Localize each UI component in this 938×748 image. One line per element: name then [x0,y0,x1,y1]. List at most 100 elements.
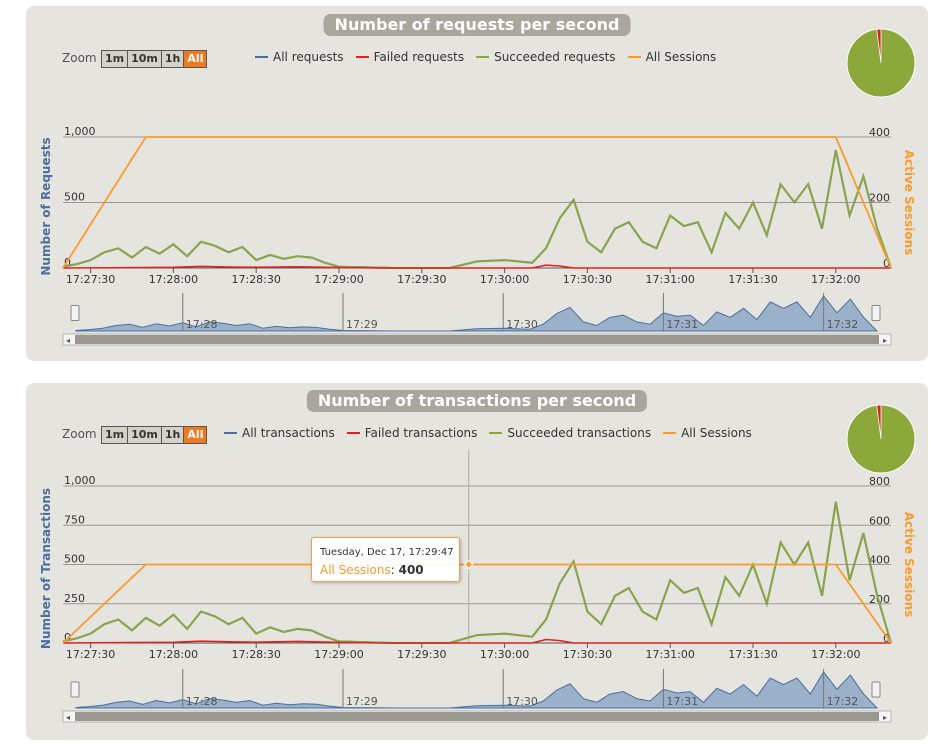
scroll-left-arrow-icon[interactable]: ◂ [66,336,70,345]
legend-swatch [355,56,369,58]
chart-legend: All requests Failed requests Succeeded r… [255,50,728,64]
y2-tick-label: 200 [869,593,890,606]
scroll-left-arrow-icon[interactable]: ◂ [66,713,70,722]
scrollbar-thumb[interactable] [75,712,879,721]
x-tick-label: 17:29:00 [314,648,363,661]
legend-all-requests[interactable]: All requests [255,50,344,64]
legend-all-transactions[interactable]: All transactions [224,426,335,440]
y2-tick-label: 200 [869,192,890,205]
navigator-tick-label: 17:29 [346,695,378,708]
series-failed-line [62,638,891,644]
navigator-tick-label: 17:31 [666,318,698,331]
zoom-all-button[interactable]: All [184,427,207,443]
zoom-1h-button[interactable]: 1h [161,427,185,443]
y2-tick-label: 400 [869,126,890,139]
transactions-chart-panel: Number of transactions per second Zoom 1… [26,383,928,740]
legend-label: All requests [273,50,344,64]
requests-chart-panel: Number of requests per second Zoom 1m 10… [26,6,928,361]
navigator-tick-label: 17:29 [346,318,378,331]
x-tick-label: 17:31:00 [645,648,694,661]
y-tick-label: 500 [64,553,85,566]
scrollbar-thumb[interactable] [75,335,879,344]
navigator-tick-label: 17:30 [506,318,538,331]
zoom-buttons: 1m 10m 1h All [101,50,208,68]
x-tick-label: 17:31:30 [728,273,777,286]
tooltip-date: Tuesday, Dec 17, 17:29:47 [320,547,454,558]
navigator-tick-label: 17:30 [506,695,538,708]
series-sessions-line [62,563,892,644]
tooltip-value-row: All Sessions: 400 [320,563,424,577]
navigator-right-handle[interactable] [871,305,881,321]
zoom-1h-button[interactable]: 1h [161,51,185,67]
legend-swatch [489,432,503,434]
y-tick-label: 1,000 [64,474,96,487]
legend-label: Failed requests [373,50,465,64]
tooltip-marker [464,559,474,570]
chart-tooltip: Tuesday, Dec 17, 17:29:47 All Sessions: … [311,537,460,582]
x-tick-label: 17:29:30 [397,273,446,286]
legend-swatch [224,432,237,434]
legend-swatch [627,56,641,58]
y2-tick-label: 600 [869,514,890,527]
legend-succeeded-requests[interactable]: Succeeded requests [476,50,616,64]
x-tick-label: 17:31:30 [728,648,777,661]
legend-swatch [255,56,268,58]
x-tick-label: 17:28:30 [231,648,280,661]
x-tick-label: 17:30:30 [563,273,612,286]
navigator-area [75,671,879,709]
y-tick-label: 500 [64,191,85,204]
x-tick-label: 17:31:00 [645,273,694,286]
legend-swatch [346,432,360,434]
pie-slice-failed [876,404,882,440]
legend-label: Succeeded requests [494,50,616,64]
x-tick-label: 17:28:00 [149,273,198,286]
zoom-1m-button[interactable]: 1m [102,51,129,67]
legend-swatch [663,432,677,434]
tooltip-value: 400 [398,563,424,577]
legend-label: Succeeded transactions [507,426,652,440]
zoom-buttons: 1m 10m 1h All [101,426,208,444]
zoom-10m-button[interactable]: 10m [128,51,162,67]
scroll-right-arrow-icon[interactable]: ▸ [883,336,887,345]
y2-tick-label: 400 [869,554,890,567]
legend-failed-transactions[interactable]: Failed transactions [346,426,478,440]
series-succeeded-line [62,501,892,644]
chart-title: Number of requests per second [323,14,631,36]
series-all-line [62,149,892,269]
y2-tick-label: 0 [883,632,890,645]
y2-tick-label: 800 [869,475,890,488]
legend-label: All Sessions [681,426,752,440]
navigator-tick-label: 17:28 [186,318,218,331]
x-tick-label: 17:28:00 [149,648,198,661]
scroll-right-arrow-icon[interactable]: ▸ [883,713,887,722]
navigator-left-handle[interactable] [70,681,80,698]
x-tick-label: 17:32:00 [811,648,860,661]
navigator-tick-label: 17:28 [186,695,218,708]
y2-tick-label: 0 [883,257,890,270]
series-failed-line [62,264,891,269]
navigator-tick-label: 17:31 [666,695,698,708]
y-axis-title: Number of Transactions [39,488,53,649]
zoom-all-button[interactable]: All [184,51,207,67]
legend-failed-requests[interactable]: Failed requests [355,50,465,64]
navigator-left-handle[interactable] [70,305,80,321]
legend-label: Failed transactions [364,426,478,440]
zoom-label: Zoom [62,51,97,65]
navigator-right-handle[interactable] [871,681,881,698]
x-tick-label: 17:30:30 [563,648,612,661]
legend-swatch [476,56,490,58]
zoom-1m-button[interactable]: 1m [102,427,129,443]
legend-all-sessions[interactable]: All Sessions [663,426,752,440]
y-tick-label: 750 [64,513,85,526]
legend-succeeded-transactions[interactable]: Succeeded transactions [489,426,651,440]
y2-axis-title: Active Sessions [902,150,916,256]
x-tick-label: 17:28:30 [231,273,280,286]
y-tick-label: 250 [64,592,85,605]
legend-all-sessions[interactable]: All Sessions [627,50,716,64]
navigator-area [75,295,879,332]
zoom-label: Zoom [62,427,97,441]
zoom-10m-button[interactable]: 10m [128,427,162,443]
series-succeeded-line [62,149,892,269]
y-tick-label: 1,000 [64,125,96,138]
chart-title: Number of transactions per second [306,390,648,412]
